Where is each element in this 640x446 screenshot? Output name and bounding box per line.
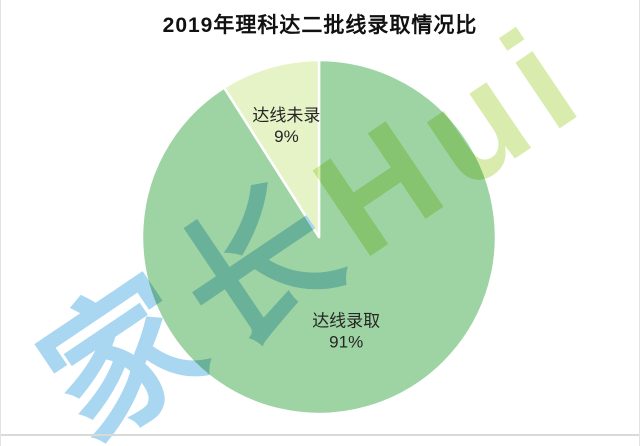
slice-label-1: 达线未录 9%: [252, 106, 320, 146]
pie-slice-0: [140, 58, 498, 416]
slice-label-0: 达线录取 91%: [312, 312, 380, 352]
pie-slice-1: [222, 58, 321, 239]
chart-title: 2019年理科达二批线录取情况比: [162, 14, 478, 37]
pie-slices: [140, 58, 498, 416]
frame-bottom-line: [1, 434, 639, 436]
pie-slice-labels: 达线录取 91% 达线未录 9%: [252, 106, 380, 352]
